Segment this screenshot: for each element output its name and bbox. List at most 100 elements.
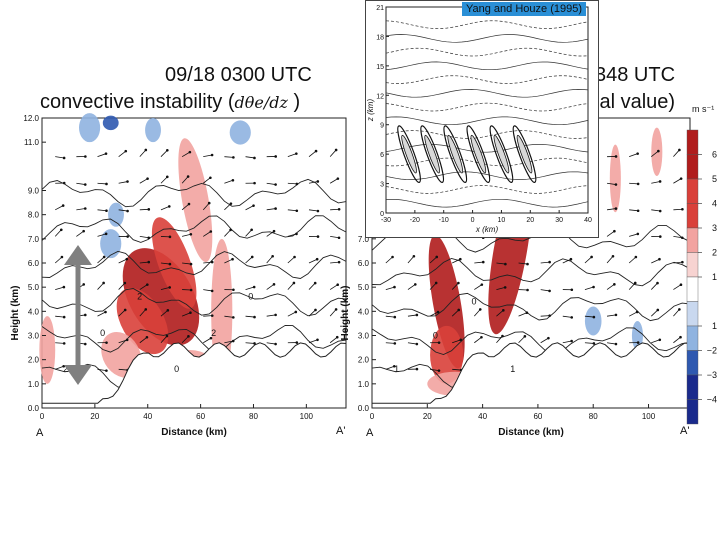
contour-label: 0 (100, 328, 105, 338)
wind-vector (203, 289, 213, 292)
wind-vector-head (481, 260, 485, 264)
inset-contour (385, 89, 589, 98)
inset-contour (385, 34, 589, 43)
wind-vector (308, 309, 316, 317)
shaded-region (609, 144, 621, 213)
x-tick-label: 60 (533, 412, 542, 421)
wind-vector-head (126, 180, 129, 183)
inset-cell (397, 125, 421, 183)
wind-vector-head (209, 230, 213, 233)
wind-vector-head (82, 229, 85, 233)
wind-vector-head (165, 175, 169, 179)
contour-label: 0 (433, 330, 438, 340)
wind-vector-head (186, 175, 190, 178)
wind-vector-head (315, 257, 319, 261)
wind-vector-head (83, 183, 87, 186)
wind-vector-head (272, 283, 276, 286)
wind-vector (329, 178, 339, 184)
wind-vector (245, 342, 255, 344)
wind-vector-head (147, 236, 151, 240)
y-tick-label: 1.0 (28, 380, 40, 389)
contour-line (371, 258, 691, 287)
wind-vector-head (105, 369, 108, 372)
wind-vector (606, 284, 615, 290)
x-tick-label: 40 (143, 412, 152, 421)
wind-vector (651, 181, 661, 184)
wind-vector-head (435, 255, 439, 259)
wind-vector-head (145, 335, 149, 339)
wind-vector (182, 233, 191, 237)
wind-vector-head (413, 283, 417, 286)
contour-line (41, 324, 347, 353)
y-tick-label: 6.0 (28, 259, 40, 268)
wind-vector-head (83, 313, 87, 317)
wind-vector-head (526, 288, 529, 292)
wind-vector-head (504, 262, 507, 266)
wind-vector-head (316, 235, 320, 238)
wind-vector (385, 256, 393, 264)
wind-vector-head (252, 285, 256, 289)
wind-vector-head (62, 156, 66, 160)
wind-vector (139, 284, 148, 290)
wind-vector-head (459, 338, 463, 342)
wind-vector-head (611, 254, 615, 258)
wind-vector (385, 365, 395, 370)
wind-vector (266, 255, 273, 264)
wind-vector (496, 310, 504, 317)
wind-vector (606, 314, 617, 317)
wind-vector (181, 176, 189, 184)
wind-vector (308, 150, 317, 157)
colorbar-label: −3 (707, 370, 717, 380)
inset-cell-core (516, 134, 533, 174)
wind-vector (385, 342, 395, 344)
wind-vector-head (187, 202, 191, 206)
wind-vector (224, 203, 232, 211)
wind-vector (118, 282, 126, 290)
wind-vector (629, 182, 639, 185)
wind-vector (245, 229, 252, 237)
wind-vector-head (274, 155, 277, 158)
inset-y-tick-label: 18 (376, 34, 384, 41)
section-start-label: A (366, 427, 374, 439)
wind-vector-head (209, 336, 213, 340)
wind-vector (287, 209, 297, 212)
inset-y-tick-label: 0 (380, 211, 384, 218)
wind-vector-head (166, 148, 169, 152)
wind-vector (650, 282, 658, 290)
wind-vector (606, 208, 617, 211)
contour-label: 0 (248, 292, 253, 302)
wind-vector (540, 261, 550, 264)
wind-vector-head (295, 209, 299, 213)
wind-vector-head (189, 232, 193, 236)
wind-vector (97, 153, 107, 158)
wind-vector (266, 230, 275, 237)
wind-vector (55, 205, 64, 211)
wind-vector-head (633, 281, 637, 285)
wind-vector-head (59, 228, 63, 232)
wind-vector (606, 182, 617, 185)
x-tick-label: 40 (478, 412, 487, 421)
y-tick-label: 0.0 (28, 404, 40, 413)
colorbar-segment (686, 399, 699, 425)
wind-vector (55, 342, 65, 344)
wind-vector-head (548, 289, 551, 293)
wind-vector-head (393, 285, 396, 289)
wind-vector (451, 309, 459, 317)
left-panel-time-title: 09/18 0300 UTC (165, 64, 312, 86)
wind-vector-head (392, 364, 396, 368)
wind-vector-head (253, 342, 256, 345)
inset-contour (385, 171, 589, 180)
wind-vector (55, 315, 65, 318)
colorbar-segment (686, 227, 699, 253)
wind-vector-head (636, 341, 640, 344)
wind-vector-head (590, 255, 593, 259)
wind-vector (139, 208, 149, 211)
wind-vector-head (393, 342, 397, 345)
colorbar-segment (686, 276, 699, 302)
wind-vector-head (658, 338, 662, 342)
colorbar-segment (686, 178, 699, 204)
wind-vector-head (126, 209, 129, 213)
wind-vector-head (334, 148, 338, 152)
wind-vector (385, 315, 395, 318)
colorbar-segment (686, 374, 699, 400)
